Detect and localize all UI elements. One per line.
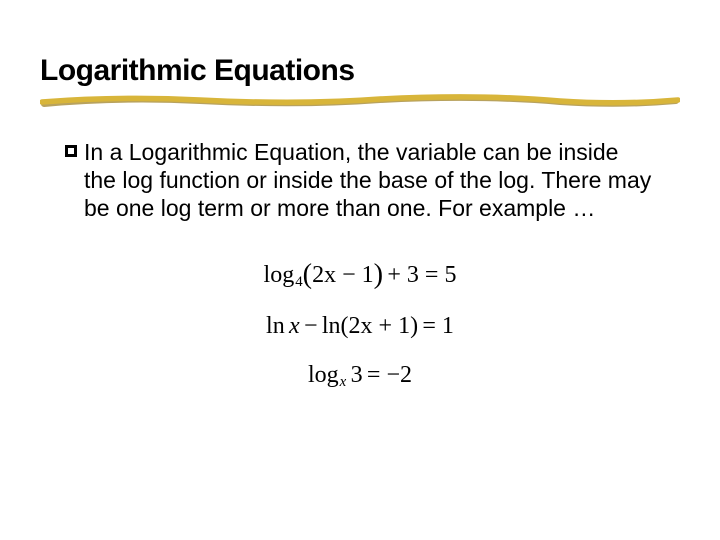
rparen-icon: ) bbox=[374, 259, 383, 290]
eq1-arg: 2x − 1 bbox=[312, 262, 374, 288]
eq3-tail: = −2 bbox=[367, 362, 412, 388]
lparen-icon: ( bbox=[341, 313, 349, 339]
eq3-sub: x bbox=[339, 374, 347, 390]
eq3-fn: log bbox=[308, 362, 339, 388]
equations-block: log4(2x − 1)+ 3 = 5 lnx−ln(2x + 1)= 1 lo… bbox=[40, 258, 680, 391]
brush-underline-icon bbox=[40, 94, 680, 110]
eq1-tail: + 3 = 5 bbox=[387, 262, 456, 288]
lparen-icon: ( bbox=[303, 259, 312, 290]
equation-2: lnx−ln(2x + 1)= 1 bbox=[266, 313, 454, 340]
body-text: In a Logarithmic Equation, the variable … bbox=[84, 138, 656, 222]
eq2-tail: = 1 bbox=[422, 313, 454, 339]
bullet-icon bbox=[64, 144, 78, 163]
eq3-arg: 3 bbox=[351, 362, 363, 388]
eq1-sub: 4 bbox=[294, 274, 302, 290]
slide-title: Logarithmic Equations bbox=[40, 54, 680, 88]
eq1-fn: log bbox=[264, 262, 295, 288]
equation-1: log4(2x − 1)+ 3 = 5 bbox=[264, 258, 457, 291]
slide: Logarithmic Equations In a Logarithmic E… bbox=[0, 0, 720, 411]
minus-icon: − bbox=[304, 313, 318, 339]
rparen-icon: ) bbox=[410, 313, 418, 339]
equation-3: logx3= −2 bbox=[308, 362, 412, 391]
bullet-item: In a Logarithmic Equation, the variable … bbox=[40, 138, 680, 222]
eq2-arg1: x bbox=[289, 313, 300, 339]
eq2-fn2: ln bbox=[322, 313, 341, 339]
eq2-arg2: 2x + 1 bbox=[349, 313, 411, 339]
title-underline bbox=[40, 94, 680, 110]
eq2-fn1: ln bbox=[266, 313, 285, 339]
